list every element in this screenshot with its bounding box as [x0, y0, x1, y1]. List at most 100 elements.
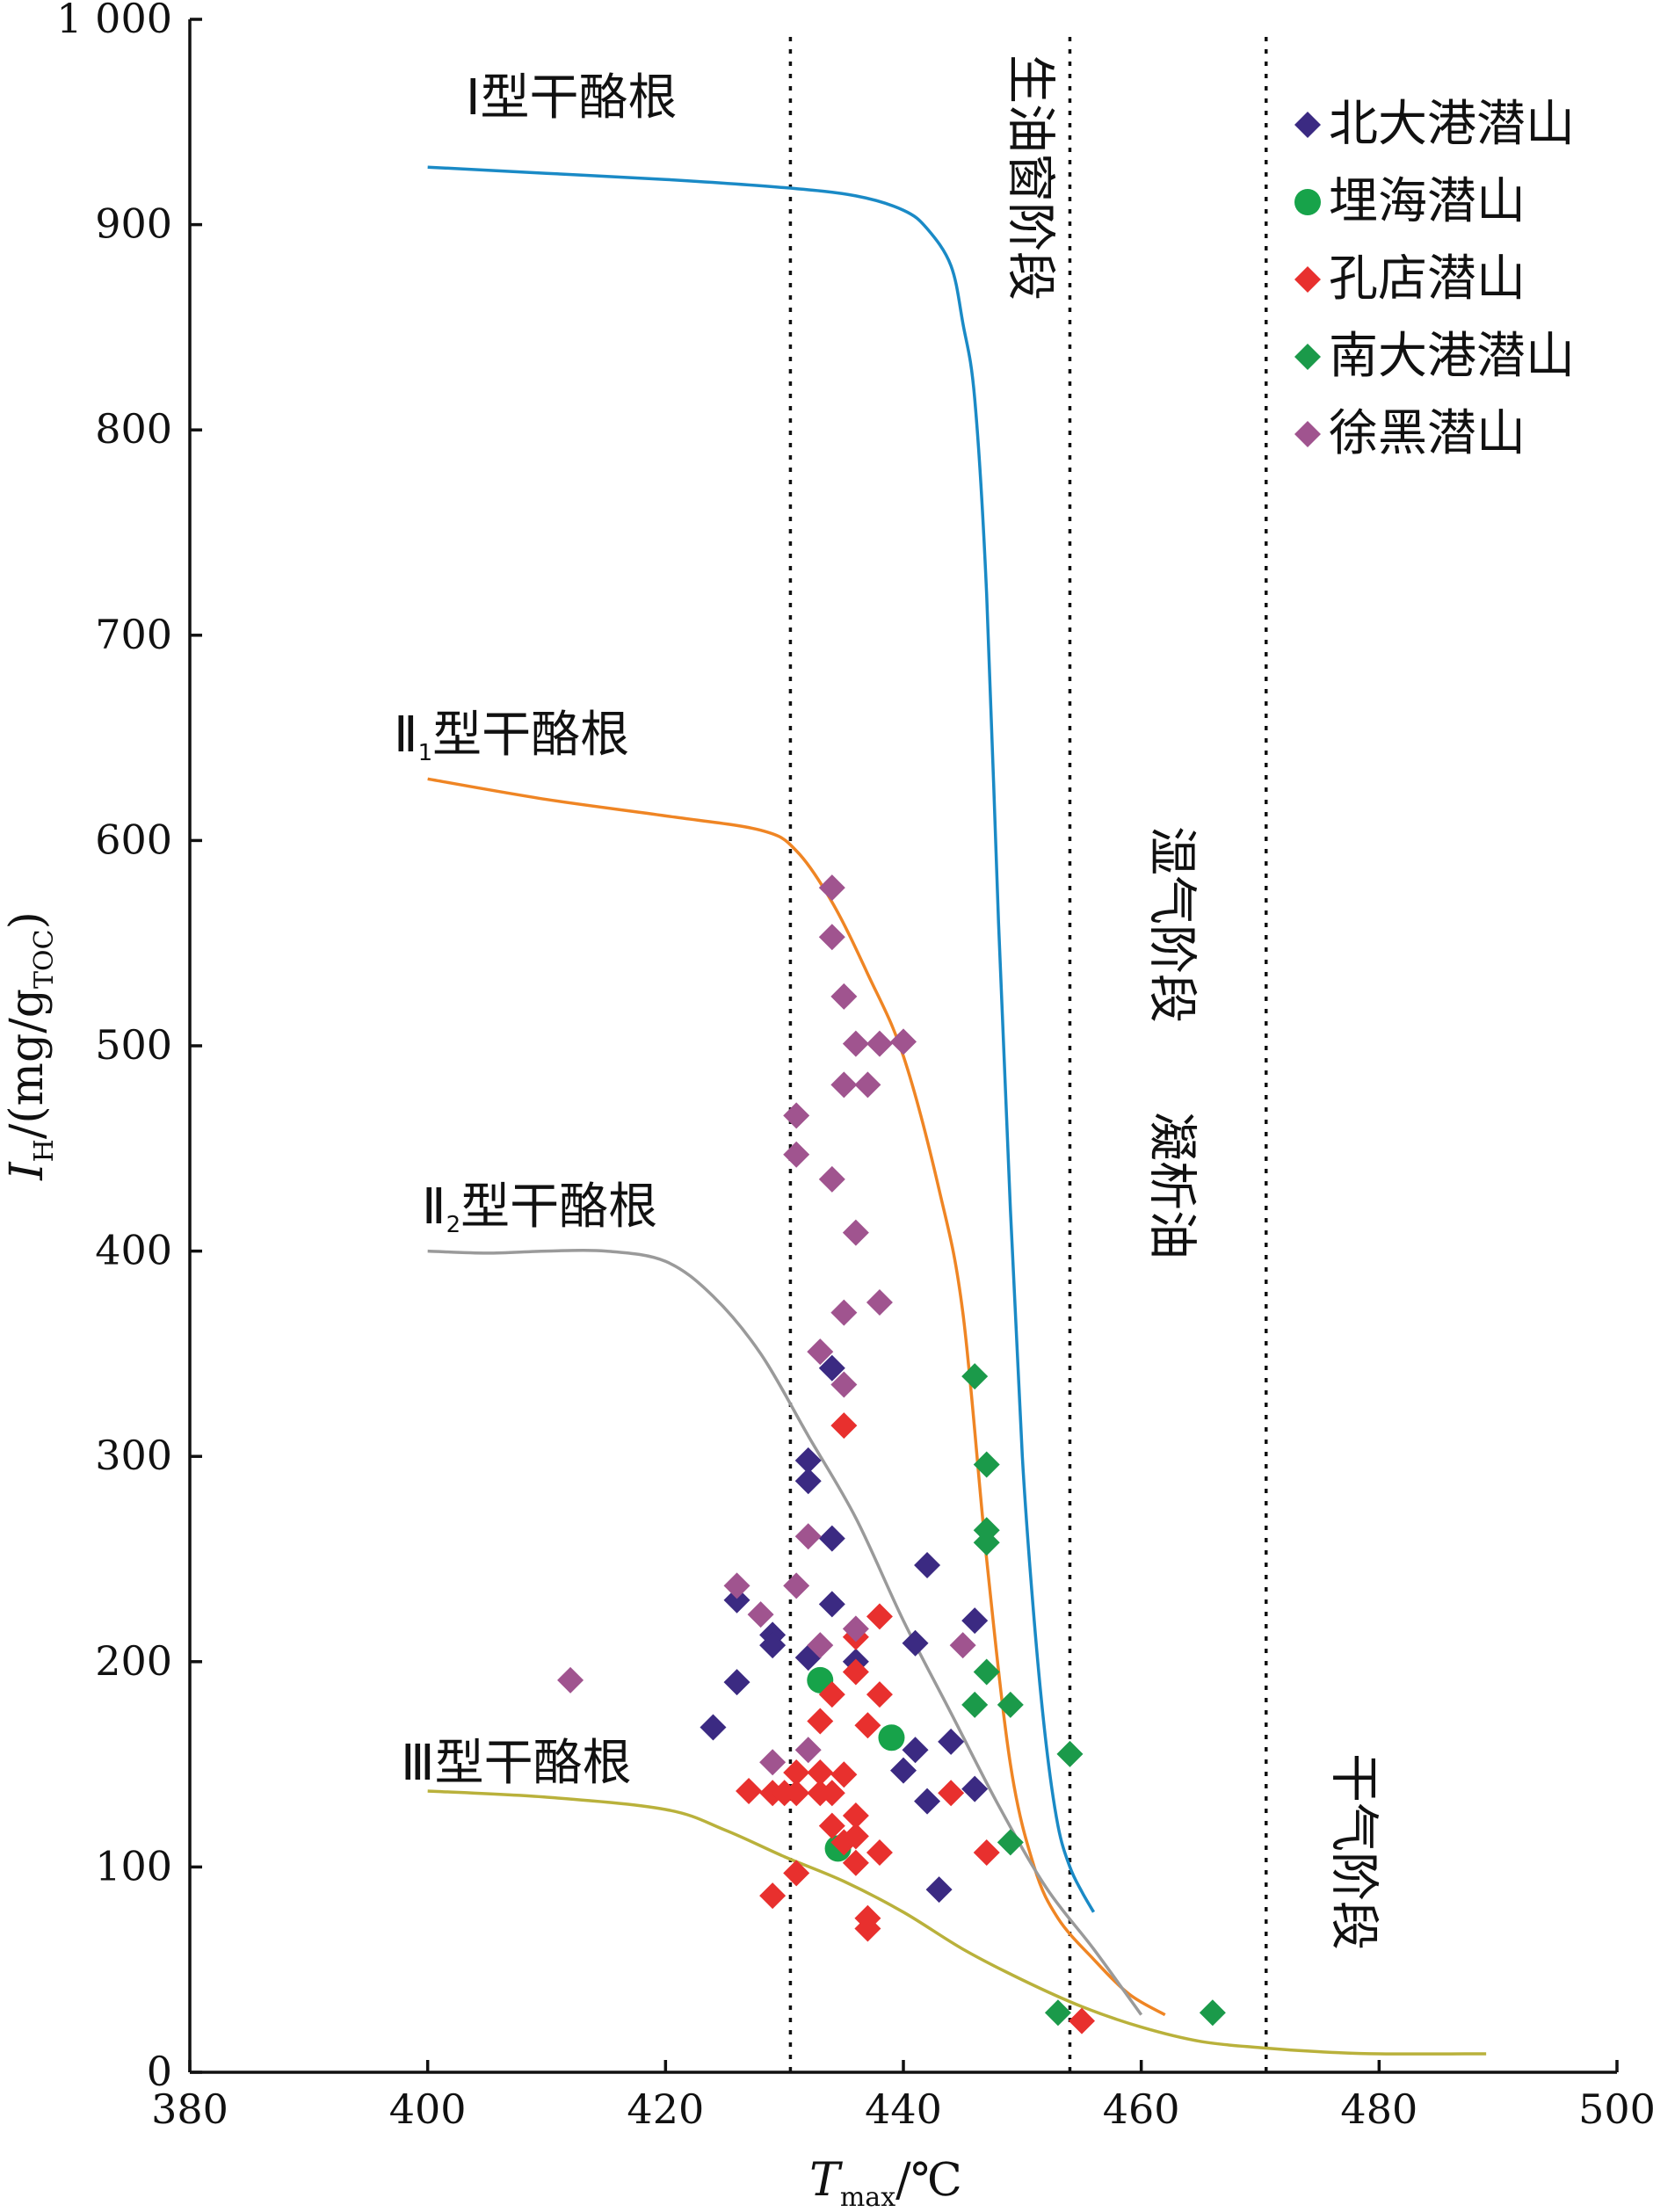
y-axis-title: IH/(mg/gTOC) — [1, 911, 60, 1181]
data-point — [925, 1876, 953, 1904]
data-point — [794, 1523, 822, 1550]
x-tick-label: 400 — [389, 2085, 467, 2133]
type-i-kerogen-label: Ⅰ型干酪根 — [466, 69, 678, 127]
data-point — [842, 1219, 869, 1246]
data-point — [723, 1669, 750, 1696]
y-tick-label: 100 — [95, 1842, 172, 1889]
data-point — [997, 1829, 1024, 1856]
data-point — [890, 1757, 917, 1784]
legend-marker — [1294, 266, 1321, 293]
y-tick-label: 1 000 — [56, 0, 172, 42]
data-point — [890, 1028, 917, 1055]
x-tick-label: 420 — [627, 2085, 704, 2133]
y-tick-label: 300 — [95, 1432, 172, 1479]
data-point — [866, 1839, 893, 1867]
data-point — [961, 1363, 989, 1390]
stage-divider-lines — [788, 37, 1268, 2072]
data-point — [1044, 1999, 1071, 2027]
data-point — [794, 1447, 822, 1474]
data-point — [818, 1591, 845, 1618]
y-tick-label: 600 — [95, 816, 172, 863]
data-point — [807, 1708, 834, 1735]
data-point — [866, 1603, 893, 1630]
data-point — [783, 1102, 810, 1129]
data-point — [783, 1860, 810, 1887]
data-point — [807, 1338, 834, 1366]
kerogen-curves — [427, 165, 1487, 2056]
data-point — [759, 1882, 787, 1910]
legend-label: 埋海潜山 — [1329, 173, 1526, 230]
data-point — [818, 1354, 845, 1382]
data-point — [783, 1780, 810, 1807]
data-point — [783, 1141, 810, 1168]
data-point — [914, 1788, 941, 1815]
data-point — [830, 1071, 858, 1099]
data-point — [902, 1629, 929, 1657]
data-point — [783, 1759, 810, 1786]
data-point — [854, 1712, 881, 1739]
data-point — [1199, 1999, 1226, 2027]
data-point — [961, 1607, 989, 1635]
y-tick-label: 400 — [95, 1227, 172, 1274]
data-point — [557, 1666, 584, 1693]
data-point — [961, 1691, 989, 1718]
x-tick-label: 440 — [865, 2085, 942, 2133]
data-point — [997, 1691, 1024, 1718]
data-point — [854, 1071, 881, 1099]
data-point — [842, 1030, 869, 1057]
data-point — [842, 1615, 869, 1643]
data-point — [794, 1737, 822, 1764]
x-axis-title: Tmax/℃ — [809, 2154, 962, 2212]
data-point — [759, 1632, 787, 1659]
data-point — [902, 1737, 929, 1764]
data-point — [830, 983, 858, 1010]
type-iii-kerogen-curve — [427, 1789, 1487, 2056]
y-tick-label: 200 — [95, 1637, 172, 1685]
data-point — [866, 1681, 893, 1708]
data-point — [973, 1529, 1000, 1556]
data-point — [818, 1165, 845, 1193]
x-tick-label: 380 — [151, 2085, 228, 2133]
data-points — [557, 874, 1226, 2034]
legend-marker — [1294, 189, 1321, 215]
data-point — [842, 1802, 869, 1829]
data-point — [783, 1572, 810, 1599]
y-tick-label: 900 — [95, 200, 172, 248]
type-ii2-kerogen-label: Ⅱ2型干酪根 — [422, 1179, 657, 1238]
data-point — [949, 1632, 976, 1659]
legend-marker — [1294, 112, 1321, 138]
data-point — [1069, 2007, 1095, 2034]
data-point — [973, 1451, 1000, 1478]
data-point — [842, 1823, 869, 1850]
y-tick-label: 0 — [147, 2048, 172, 2095]
x-tick-label: 460 — [1103, 2085, 1180, 2133]
data-point — [830, 1412, 858, 1440]
type-ii1-kerogen-label: Ⅱ1型干酪根 — [394, 707, 629, 766]
data-point — [938, 1780, 965, 1807]
y-tick-label: 500 — [95, 1021, 172, 1069]
legend-marker — [1294, 421, 1321, 447]
data-point — [794, 1468, 822, 1495]
legend-label: 北大港潜山 — [1329, 96, 1575, 153]
legend-label: 孔店潜山 — [1329, 250, 1526, 308]
data-point — [723, 1572, 750, 1599]
data-point — [723, 1586, 750, 1614]
data-point — [818, 1525, 845, 1552]
data-point — [973, 1839, 1000, 1867]
legend-label: 徐黑潜山 — [1329, 405, 1526, 462]
wet-gas-stage-label: 湿气阶段 — [1143, 826, 1200, 1023]
condensate-stage-label: 凝析油 — [1143, 1112, 1200, 1259]
data-point — [1056, 1740, 1084, 1767]
data-point — [736, 1777, 763, 1804]
data-point — [807, 1632, 834, 1659]
x-tick-label: 500 — [1578, 2085, 1653, 2133]
type-ii2-kerogen-curve — [427, 1248, 1143, 2016]
type-i-kerogen-curve — [427, 165, 1096, 1913]
data-point — [866, 1030, 893, 1057]
data-point — [818, 1780, 845, 1807]
type-iii-kerogen-label: Ⅲ型干酪根 — [401, 1735, 632, 1792]
